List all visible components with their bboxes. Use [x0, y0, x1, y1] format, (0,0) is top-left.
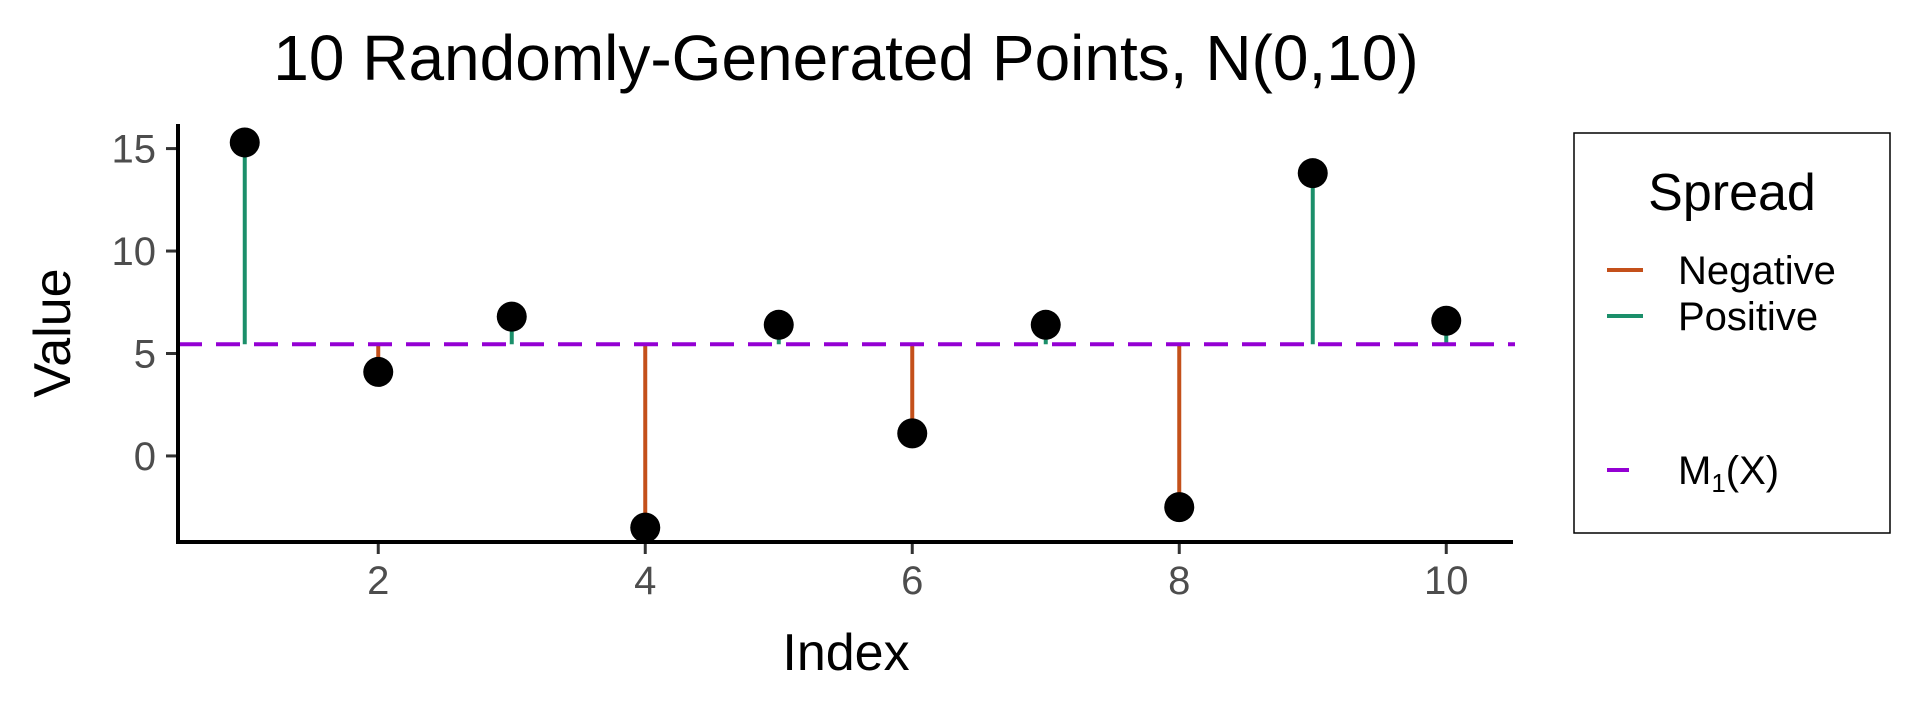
x-tick-label: 10: [1424, 559, 1469, 603]
x-tick-label: 8: [1168, 559, 1190, 603]
legend-mean-label-tail: (X): [1726, 449, 1779, 493]
y-tick-label: 5: [134, 332, 156, 376]
legend-box: [1573, 132, 1891, 534]
x-axis-title: Index: [782, 624, 909, 682]
data-point: [1431, 305, 1462, 336]
legend-mean-label: M1(X): [1678, 449, 1779, 498]
data-point: [1030, 309, 1061, 340]
x-ticks: 2 4 6 8 10: [367, 544, 1469, 603]
x-tick-label: 6: [901, 559, 923, 603]
data-point: [496, 301, 527, 332]
legend-mean-label-sub: 1: [1711, 468, 1725, 498]
data-point: [897, 418, 928, 449]
legend-label: Positive: [1678, 295, 1818, 339]
data-point: [363, 356, 394, 387]
chart-title: 10 Randomly-Generated Points, N(0,10): [273, 22, 1418, 94]
y-tick-label: 15: [112, 128, 157, 172]
data-point: [630, 512, 661, 543]
data-point: [1297, 158, 1328, 189]
legend-entry-mean: M1(X): [1607, 449, 1779, 498]
y-ticks: 0 5 10 15: [112, 128, 176, 479]
legend-mean-label-main: M: [1678, 449, 1711, 493]
legend-label: Negative: [1678, 249, 1836, 293]
plot-area: [178, 127, 1515, 543]
legend-entry: Positive: [1607, 295, 1818, 339]
y-tick-label: 0: [134, 435, 156, 479]
x-tick-label: 4: [634, 559, 656, 603]
legend-title: Spread: [1648, 164, 1816, 222]
data-point: [763, 309, 794, 340]
legend-entry: Negative: [1607, 249, 1836, 293]
x-tick-label: 2: [367, 559, 389, 603]
y-tick-label: 10: [112, 230, 157, 274]
y-axis-title: Value: [24, 268, 82, 397]
data-point: [229, 127, 260, 158]
data-point: [1164, 492, 1195, 523]
